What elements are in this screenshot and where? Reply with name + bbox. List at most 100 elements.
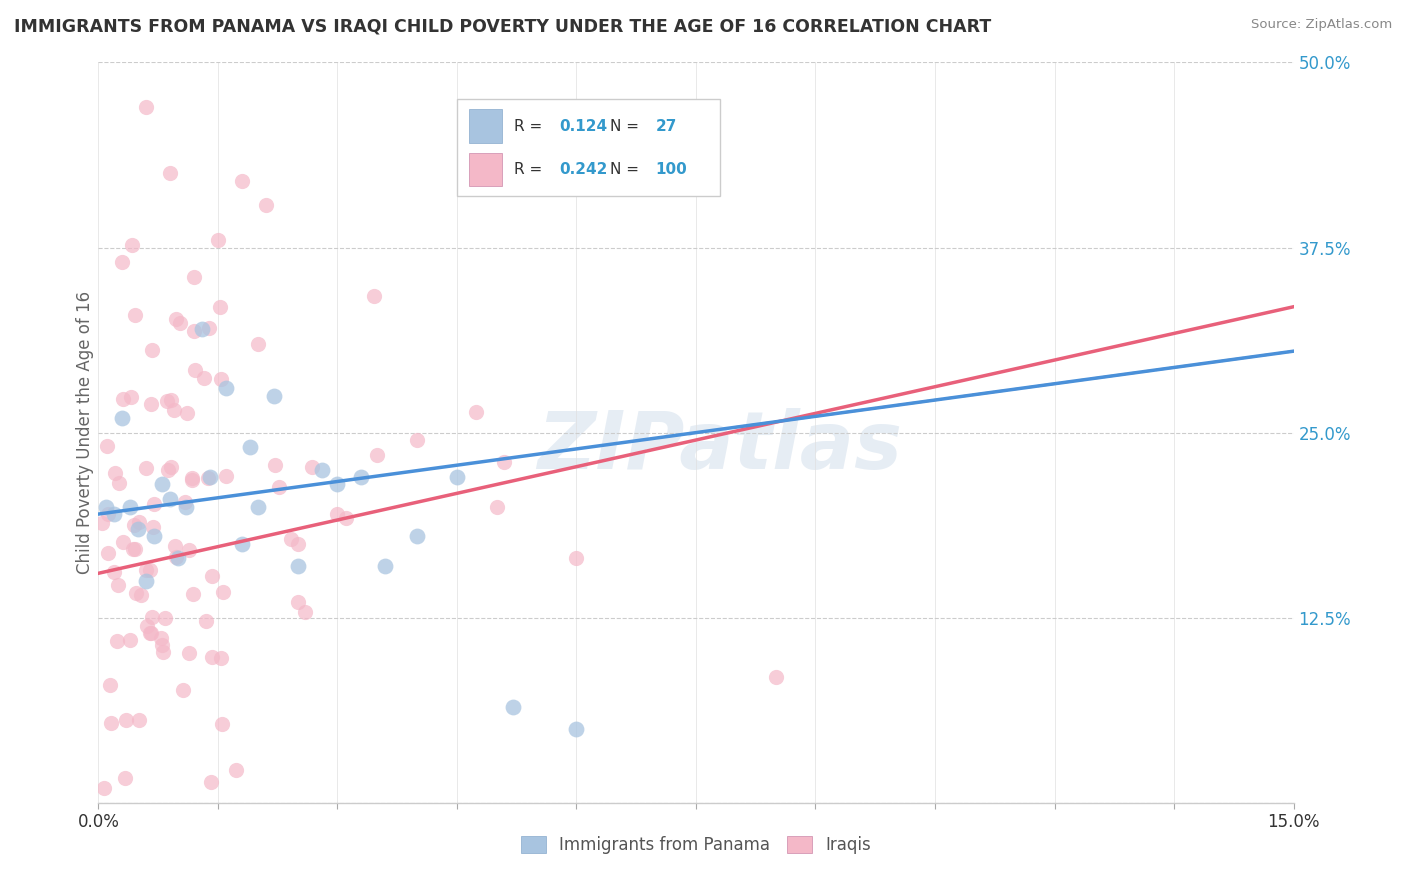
Point <box>287 536 309 550</box>
Text: 27: 27 <box>655 119 676 134</box>
Point <box>172 683 194 698</box>
Point <box>173 495 195 509</box>
Point <box>215 381 238 395</box>
Point <box>239 441 262 455</box>
Point <box>194 614 217 628</box>
FancyBboxPatch shape <box>470 110 502 143</box>
Point <box>115 714 138 728</box>
Point <box>135 574 157 588</box>
Point <box>231 174 253 188</box>
Point <box>165 312 187 326</box>
Point <box>160 393 183 408</box>
Point <box>191 322 214 336</box>
Point <box>406 529 429 543</box>
Point <box>100 716 122 731</box>
Point <box>492 455 515 469</box>
Point <box>200 775 222 789</box>
Point <box>165 549 187 564</box>
Point <box>152 645 174 659</box>
Point <box>167 551 190 566</box>
Point <box>136 619 159 633</box>
Point <box>156 393 179 408</box>
Point <box>150 638 173 652</box>
Point <box>96 439 118 453</box>
Point <box>254 198 277 212</box>
Point <box>311 462 333 476</box>
Point <box>108 476 131 491</box>
FancyBboxPatch shape <box>457 99 720 195</box>
Point <box>565 551 588 566</box>
Point <box>208 300 231 314</box>
Point <box>246 336 269 351</box>
Y-axis label: Child Poverty Under the Age of 16: Child Poverty Under the Age of 16 <box>76 291 94 574</box>
Point <box>198 320 221 334</box>
Point <box>287 558 309 573</box>
Point <box>215 469 238 483</box>
Point <box>181 587 204 601</box>
Point <box>209 372 232 386</box>
Text: ZIPatlas: ZIPatlas <box>537 409 903 486</box>
Point <box>201 649 224 664</box>
Point <box>765 670 787 684</box>
Point <box>98 678 121 692</box>
Point <box>294 605 316 619</box>
Point <box>157 462 180 476</box>
Point <box>91 516 114 530</box>
Point <box>111 255 134 269</box>
Point <box>181 471 204 485</box>
Point <box>174 500 197 514</box>
Point <box>97 507 120 521</box>
Point <box>211 717 233 731</box>
Text: 0.242: 0.242 <box>560 162 609 177</box>
Point <box>209 651 232 665</box>
Point <box>246 500 269 514</box>
Point <box>141 610 163 624</box>
Point <box>141 343 163 358</box>
Point <box>197 471 219 485</box>
Point <box>366 448 388 462</box>
Point <box>131 588 153 602</box>
Point <box>406 433 429 447</box>
Point <box>212 585 235 599</box>
Point <box>105 633 128 648</box>
Point <box>153 610 176 624</box>
Point <box>143 529 166 543</box>
Point <box>326 477 349 491</box>
Point <box>201 568 224 582</box>
Point <box>363 289 385 303</box>
Text: N =: N = <box>610 119 644 134</box>
Point <box>122 541 145 556</box>
Point <box>565 722 588 736</box>
Point <box>177 646 200 660</box>
Text: 100: 100 <box>655 162 688 177</box>
Point <box>121 238 143 252</box>
Text: R =: R = <box>515 162 547 177</box>
Point <box>112 392 135 407</box>
Text: 0.124: 0.124 <box>560 119 607 134</box>
Point <box>111 410 134 425</box>
Point <box>135 100 157 114</box>
Point <box>263 388 285 402</box>
Point <box>193 371 215 385</box>
Point <box>120 632 142 647</box>
Point <box>150 477 173 491</box>
Point <box>107 578 129 592</box>
Point <box>135 461 157 475</box>
Point <box>124 308 146 322</box>
Point <box>207 233 229 247</box>
Point <box>122 517 145 532</box>
Point <box>103 565 125 579</box>
Point <box>120 390 142 404</box>
Point <box>93 780 115 795</box>
Point <box>150 632 173 646</box>
Point <box>231 536 253 550</box>
Point <box>120 500 142 514</box>
Point <box>127 522 149 536</box>
Text: N =: N = <box>610 162 644 177</box>
Point <box>179 542 201 557</box>
Point <box>225 763 247 777</box>
Text: Source: ZipAtlas.com: Source: ZipAtlas.com <box>1251 18 1392 31</box>
FancyBboxPatch shape <box>470 153 502 186</box>
Point <box>181 473 204 487</box>
Point <box>183 363 205 377</box>
